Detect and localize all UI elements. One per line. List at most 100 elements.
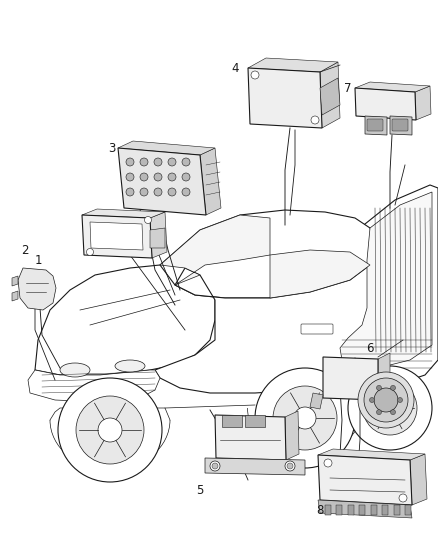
- Circle shape: [182, 188, 190, 196]
- Polygon shape: [390, 116, 412, 135]
- Circle shape: [76, 396, 144, 464]
- Text: 4: 4: [231, 61, 239, 75]
- FancyBboxPatch shape: [301, 324, 333, 334]
- Polygon shape: [318, 449, 425, 460]
- Text: 8: 8: [316, 504, 324, 516]
- Circle shape: [168, 158, 176, 166]
- Polygon shape: [318, 500, 412, 518]
- Polygon shape: [415, 86, 431, 120]
- Polygon shape: [118, 148, 206, 215]
- Text: 6: 6: [366, 342, 374, 354]
- Circle shape: [324, 459, 332, 467]
- Circle shape: [182, 158, 190, 166]
- Polygon shape: [320, 78, 340, 115]
- Circle shape: [168, 173, 176, 181]
- Circle shape: [311, 116, 319, 124]
- Circle shape: [126, 173, 134, 181]
- Bar: [245, 415, 265, 427]
- Polygon shape: [270, 250, 370, 298]
- Polygon shape: [248, 58, 338, 72]
- Circle shape: [154, 158, 162, 166]
- Circle shape: [210, 461, 220, 471]
- Polygon shape: [28, 370, 160, 402]
- Polygon shape: [35, 265, 215, 375]
- Circle shape: [399, 494, 407, 502]
- Polygon shape: [200, 148, 221, 215]
- Text: 3: 3: [108, 141, 116, 155]
- Circle shape: [381, 399, 399, 417]
- Polygon shape: [355, 82, 430, 92]
- Circle shape: [391, 385, 396, 390]
- Text: 2: 2: [21, 244, 29, 256]
- Polygon shape: [320, 62, 340, 128]
- Bar: [325, 505, 331, 515]
- Polygon shape: [82, 209, 165, 218]
- Polygon shape: [215, 415, 286, 460]
- FancyBboxPatch shape: [367, 119, 383, 131]
- Bar: [405, 505, 411, 515]
- Bar: [382, 505, 388, 515]
- Circle shape: [145, 216, 152, 223]
- Polygon shape: [160, 215, 270, 285]
- Polygon shape: [18, 268, 56, 310]
- Polygon shape: [12, 276, 18, 286]
- Bar: [336, 505, 343, 515]
- Circle shape: [98, 418, 122, 442]
- Ellipse shape: [115, 360, 145, 372]
- Circle shape: [294, 407, 316, 429]
- Circle shape: [168, 188, 176, 196]
- Polygon shape: [410, 454, 427, 505]
- Circle shape: [348, 366, 432, 450]
- Circle shape: [398, 398, 403, 402]
- Polygon shape: [318, 455, 412, 505]
- Polygon shape: [82, 215, 152, 258]
- Circle shape: [377, 410, 381, 415]
- Circle shape: [140, 173, 148, 181]
- Circle shape: [273, 386, 337, 450]
- Polygon shape: [12, 291, 18, 301]
- Circle shape: [391, 410, 396, 415]
- Polygon shape: [320, 185, 438, 390]
- Circle shape: [255, 368, 355, 468]
- Circle shape: [126, 158, 134, 166]
- Polygon shape: [205, 458, 305, 475]
- Polygon shape: [118, 141, 215, 155]
- Circle shape: [212, 463, 218, 469]
- FancyBboxPatch shape: [392, 119, 408, 131]
- Bar: [222, 415, 242, 427]
- Circle shape: [182, 173, 190, 181]
- Circle shape: [154, 173, 162, 181]
- Circle shape: [363, 381, 417, 435]
- Circle shape: [140, 188, 148, 196]
- Circle shape: [251, 71, 259, 79]
- Polygon shape: [248, 68, 322, 128]
- Bar: [348, 505, 354, 515]
- Ellipse shape: [60, 363, 90, 377]
- Circle shape: [370, 398, 374, 402]
- Polygon shape: [378, 353, 390, 400]
- Polygon shape: [155, 265, 375, 393]
- Circle shape: [364, 378, 408, 422]
- Circle shape: [285, 461, 295, 471]
- Circle shape: [86, 248, 93, 255]
- Circle shape: [377, 385, 381, 390]
- Text: 7: 7: [344, 82, 352, 94]
- Circle shape: [58, 378, 162, 482]
- Circle shape: [154, 188, 162, 196]
- Polygon shape: [150, 212, 167, 258]
- Bar: [359, 505, 365, 515]
- Polygon shape: [310, 393, 323, 409]
- Polygon shape: [365, 116, 387, 135]
- Polygon shape: [355, 88, 416, 120]
- Polygon shape: [285, 411, 299, 460]
- Polygon shape: [340, 192, 432, 368]
- Circle shape: [287, 463, 293, 469]
- Circle shape: [140, 158, 148, 166]
- Circle shape: [374, 388, 398, 412]
- Text: 5: 5: [196, 483, 204, 497]
- Circle shape: [358, 372, 414, 428]
- Text: 1: 1: [34, 254, 42, 266]
- Polygon shape: [160, 210, 375, 298]
- Polygon shape: [323, 357, 378, 400]
- Bar: [371, 505, 377, 515]
